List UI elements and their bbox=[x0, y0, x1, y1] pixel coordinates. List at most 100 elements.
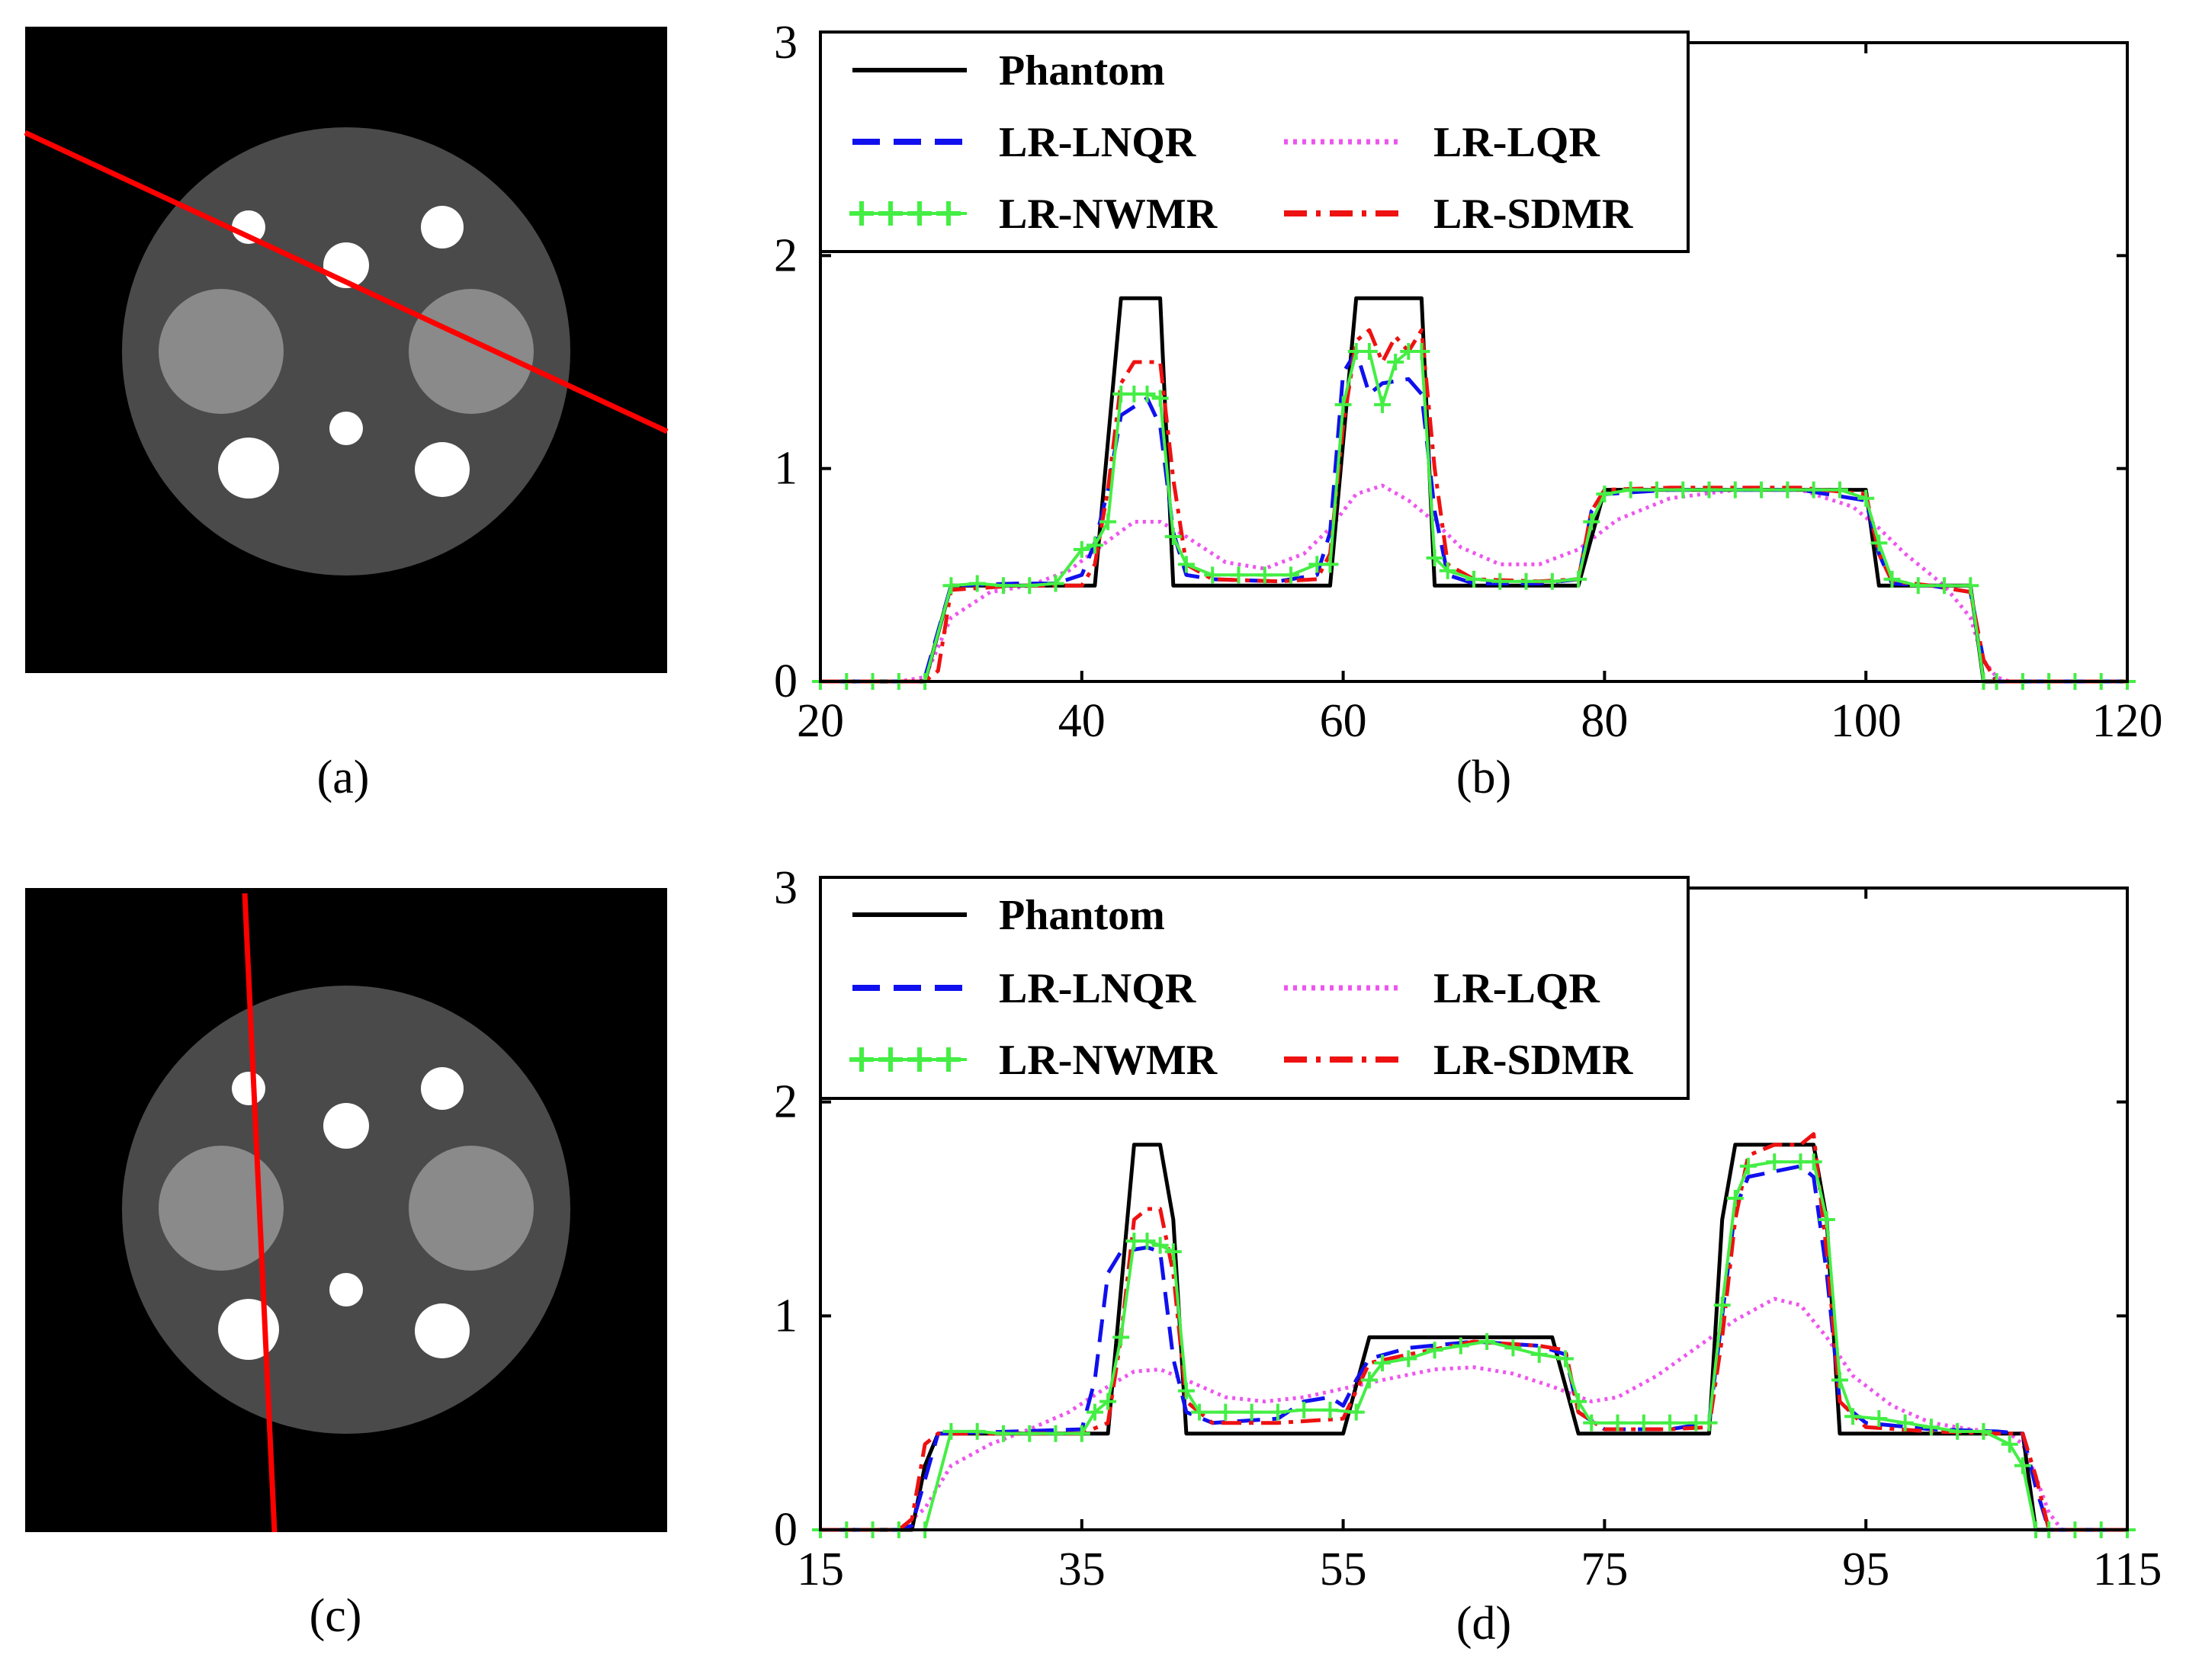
profile-cut-line bbox=[242, 893, 278, 1533]
nwmr-marker bbox=[1504, 1339, 1522, 1357]
nwmr-marker bbox=[1648, 481, 1665, 499]
insert-large-right bbox=[409, 289, 534, 414]
nwmr-marker bbox=[1295, 1401, 1313, 1419]
nwmr-marker bbox=[1138, 385, 1156, 402]
series-line-phantom bbox=[820, 296, 2127, 684]
nwmr-marker bbox=[1739, 1157, 1757, 1175]
insert-large-left bbox=[159, 289, 284, 414]
nwmr-marker bbox=[968, 575, 986, 592]
x-tick-label: 75 bbox=[1581, 1544, 1628, 1595]
legend-label-lnqr: LR-LNQR bbox=[999, 965, 1196, 1012]
legend-swatch-nwmr bbox=[849, 1047, 967, 1072]
nwmr-marker bbox=[1177, 556, 1195, 573]
legend-label-lnqr: LR-LNQR bbox=[999, 119, 1196, 166]
y-tick-label: 1 bbox=[774, 443, 798, 495]
legend-label-phantom: Phantom bbox=[999, 47, 1165, 95]
nwmr-marker bbox=[1570, 1393, 1587, 1410]
nwmr-marker bbox=[1151, 390, 1169, 407]
nwmr-marker bbox=[1831, 481, 1848, 499]
nwmr-marker bbox=[1635, 1414, 1652, 1432]
legend-b: Phantom LR-LNQR LR-LQR LR-NWMR LR-SDMR bbox=[819, 30, 1690, 253]
insert-large-right bbox=[409, 1146, 534, 1271]
nwmr-marker bbox=[1321, 556, 1339, 573]
chart-d: 15 35 55 75 95 115 0 1 2 3 Phantom LR-LNQR LR-LQR… bbox=[774, 862, 2162, 1595]
nwmr-marker bbox=[1465, 570, 1482, 588]
nwmr-marker bbox=[1779, 481, 1796, 499]
nwmr-marker bbox=[1831, 1371, 1848, 1389]
series-line-nwmr bbox=[820, 1160, 2127, 1531]
nwmr-marker bbox=[1517, 572, 1535, 590]
insert-small bbox=[421, 1067, 464, 1110]
y-tick-label: 3 bbox=[774, 862, 798, 914]
nwmr-marker bbox=[1922, 1419, 1940, 1436]
insert-small bbox=[218, 438, 279, 499]
insert-small bbox=[232, 1072, 265, 1105]
insert-small bbox=[329, 412, 363, 445]
y-tick-label: 3 bbox=[774, 17, 798, 69]
series-line-sdmr bbox=[820, 1132, 2127, 1532]
ticks-d: 15 35 55 75 95 115 0 1 2 3 bbox=[774, 862, 2162, 1595]
legend-label-sdmr: LR-SDMR bbox=[1433, 1037, 1633, 1084]
nwmr-marker bbox=[1700, 481, 1718, 499]
nwmr-marker bbox=[968, 1422, 986, 1440]
nwmr-marker bbox=[1243, 1403, 1260, 1421]
nwmr-marker bbox=[994, 577, 1012, 595]
nwmr-marker bbox=[1805, 1153, 1822, 1171]
nwmr-marker bbox=[1661, 1414, 1679, 1432]
nwmr-marker bbox=[1374, 396, 1392, 413]
panel-label-c: (c) bbox=[310, 1590, 362, 1642]
nwmr-marker bbox=[1047, 575, 1064, 592]
nwmr-marker bbox=[1609, 1414, 1626, 1432]
plot-lines-d bbox=[812, 1132, 2136, 1538]
x-tick-label: 80 bbox=[1581, 695, 1628, 747]
panel-label-b: (b) bbox=[1456, 752, 1511, 803]
x-tick-label: 95 bbox=[1842, 1544, 1889, 1595]
x-tick-label: 60 bbox=[1320, 695, 1367, 747]
nwmr-marker bbox=[1138, 1233, 1156, 1250]
nwmr-marker bbox=[1583, 513, 1600, 531]
x-tick-label: 15 bbox=[797, 1544, 844, 1595]
nwmr-marker bbox=[1047, 1425, 1064, 1442]
nwmr-marker bbox=[1086, 537, 1103, 554]
nwmr-marker bbox=[1674, 481, 1692, 499]
plot-lines-b bbox=[812, 296, 2136, 690]
nwmr-marker bbox=[1818, 1211, 1835, 1229]
series-line-phantom bbox=[820, 1143, 2127, 1532]
x-tick-label: 55 bbox=[1320, 1544, 1367, 1595]
nwmr-marker bbox=[1269, 1403, 1286, 1421]
nwmr-marker bbox=[1099, 513, 1117, 531]
y-tick-label: 0 bbox=[774, 656, 798, 707]
series-line-nwmr bbox=[820, 350, 2127, 683]
y-tick-label: 1 bbox=[774, 1290, 798, 1342]
legend-label-lqr: LR-LQR bbox=[1433, 965, 1600, 1012]
insert-large-left bbox=[159, 1146, 284, 1271]
nwmr-marker bbox=[1164, 1243, 1182, 1261]
nwmr-marker bbox=[1530, 1345, 1548, 1363]
nwmr-marker bbox=[1883, 570, 1901, 588]
legend-label-nwmr: LR-NWMR bbox=[999, 191, 1218, 238]
nwmr-marker bbox=[1570, 570, 1587, 588]
nwmr-marker bbox=[1713, 1297, 1731, 1314]
legend-label-phantom: Phantom bbox=[999, 892, 1165, 939]
nwmr-marker bbox=[1321, 1401, 1339, 1419]
nwmr-marker bbox=[1374, 1355, 1392, 1372]
nwmr-marker bbox=[1099, 1393, 1117, 1410]
legend-label-lqr: LR-LQR bbox=[1433, 119, 1600, 166]
legend-label-sdmr: LR-SDMR bbox=[1433, 191, 1633, 238]
nwmr-marker bbox=[1543, 572, 1561, 590]
nwmr-marker bbox=[1360, 343, 1378, 361]
nwmr-marker bbox=[1426, 1342, 1443, 1359]
x-tick-label: 115 bbox=[2093, 1544, 2162, 1595]
x-tick-label: 40 bbox=[1058, 695, 1106, 747]
nwmr-marker bbox=[1086, 1403, 1103, 1421]
nwmr-marker bbox=[1896, 1414, 1914, 1432]
panel-label-a: (a) bbox=[317, 752, 370, 803]
nwmr-marker bbox=[1426, 549, 1443, 566]
panel-label-d: (d) bbox=[1456, 1598, 1511, 1650]
insert-small bbox=[421, 206, 464, 248]
y-tick-label: 0 bbox=[774, 1504, 798, 1556]
x-tick-label: 100 bbox=[1831, 695, 1902, 747]
nwmr-marker bbox=[1112, 1329, 1130, 1346]
nwmr-marker bbox=[994, 1425, 1012, 1442]
nwmr-marker bbox=[1413, 343, 1430, 361]
